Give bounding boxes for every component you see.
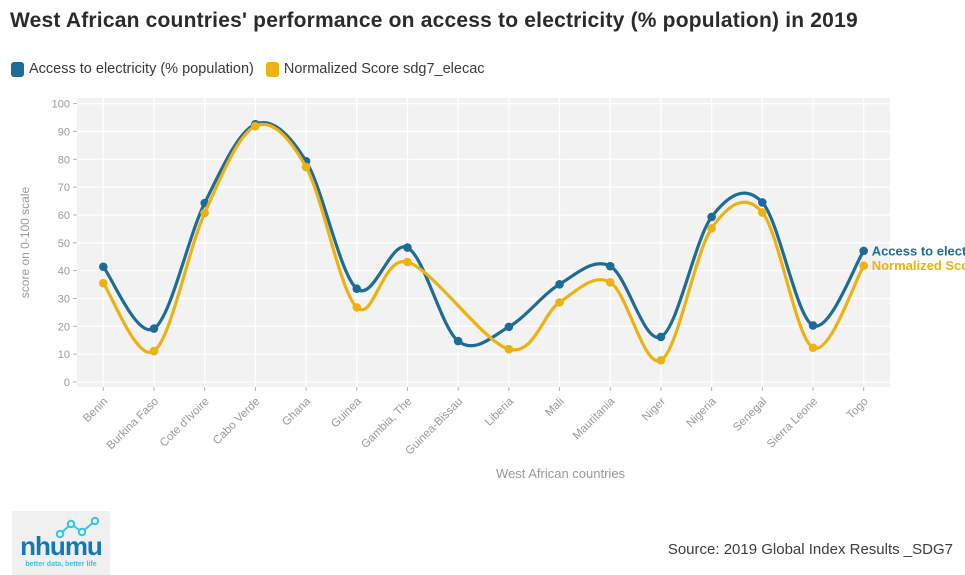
x-tick-label: Togo <box>845 396 871 422</box>
data-point-access <box>656 332 666 342</box>
data-point-normalized <box>707 224 716 233</box>
data-point-access <box>605 261 615 271</box>
x-tick-label: Sierra Leone <box>765 396 820 451</box>
x-tick-label: Guinea <box>329 395 364 430</box>
x-tick-label: Mauritania <box>571 395 618 442</box>
data-point-normalized <box>808 343 818 353</box>
y-tick-label: 70 <box>58 182 70 194</box>
logo-tagline: better data, better life <box>25 561 97 568</box>
data-point-access <box>149 324 159 333</box>
legend-label-access: Access to electricity (% population) <box>29 61 254 77</box>
y-tick-label: 50 <box>58 238 70 250</box>
data-point-normalized <box>301 162 311 172</box>
y-tick-label: 30 <box>58 293 70 305</box>
data-point-normalized <box>352 303 362 312</box>
legend: Access to electricity (% population) Nor… <box>11 61 485 77</box>
y-tick-label: 0 <box>64 377 70 389</box>
data-point-access <box>758 198 767 207</box>
data-point-access <box>504 322 514 332</box>
page-title: West African countries' performance on a… <box>10 9 858 32</box>
data-point-access <box>99 262 108 272</box>
legend-label-normalized: Normalized Score sdg7_elecac <box>283 61 485 77</box>
data-point-normalized <box>200 208 209 218</box>
data-point-normalized <box>251 121 260 131</box>
data-point-normalized <box>859 261 868 270</box>
data-point-access <box>453 336 463 346</box>
data-point-access <box>352 284 362 294</box>
data-point-normalized <box>99 278 108 288</box>
x-tick-label: Ghana <box>280 395 313 428</box>
legend-swatch-access-icon <box>11 61 24 77</box>
data-point-access <box>403 243 412 252</box>
y-tick-label: 40 <box>58 266 70 278</box>
series-line-access <box>101 121 866 348</box>
data-point-access <box>859 246 868 256</box>
legend-swatch-normalized-icon <box>265 61 279 77</box>
y-tick-label: 90 <box>58 126 70 138</box>
x-axis-title: West African countries <box>496 466 626 481</box>
data-point-normalized <box>758 208 767 217</box>
nhumu-logo: nhumu better data, better life <box>12 511 110 575</box>
data-point-access <box>808 321 818 330</box>
y-tick-label: 20 <box>58 321 70 333</box>
x-tick-label: Burkina Faso <box>105 396 161 452</box>
y-tick-label: 100 <box>52 99 70 111</box>
x-tick-label: Senegal <box>731 396 769 434</box>
legend-item-normalized: Normalized Score sdg7_elecac <box>265 61 485 77</box>
data-point-normalized <box>656 355 666 365</box>
x-tick-label: Cabo Verde <box>211 396 262 447</box>
data-point-normalized <box>504 344 514 354</box>
data-point-normalized <box>555 298 564 307</box>
x-tick-label: Niger <box>640 396 668 424</box>
x-tick-label: Mali <box>543 396 566 419</box>
data-point-normalized <box>149 346 159 356</box>
x-tick-label: Cote d'Ivoire <box>158 396 212 450</box>
series-line-normalized <box>101 122 866 363</box>
logo-wordmark: nhumu <box>20 531 103 561</box>
line-chart-icon <box>55 516 100 539</box>
x-tick-label: Nigeria <box>684 395 719 430</box>
legend-item-access: Access to electricity (% population) <box>11 61 254 77</box>
data-point-normalized <box>403 257 412 267</box>
x-tick-label: Gambia, The <box>359 396 414 451</box>
series-end-label-access: Access to electricity (% population) <box>872 243 965 258</box>
x-tick-label: Liberia <box>483 395 516 428</box>
data-point-access <box>707 212 716 222</box>
y-tick-label: 10 <box>58 349 70 361</box>
data-point-normalized <box>605 278 615 287</box>
y-tick-label: 60 <box>58 210 70 222</box>
y-tick-label: 80 <box>58 154 70 166</box>
y-axis-title: score on 0-100 scale <box>18 186 32 298</box>
data-point-access <box>555 279 564 289</box>
x-tick-label: Benin <box>81 396 110 425</box>
source-text: Source: 2019 Global Index Results _SDG7 <box>667 541 953 558</box>
series-end-label-normalized: Normalized Score sdg7_elecac <box>872 258 965 273</box>
